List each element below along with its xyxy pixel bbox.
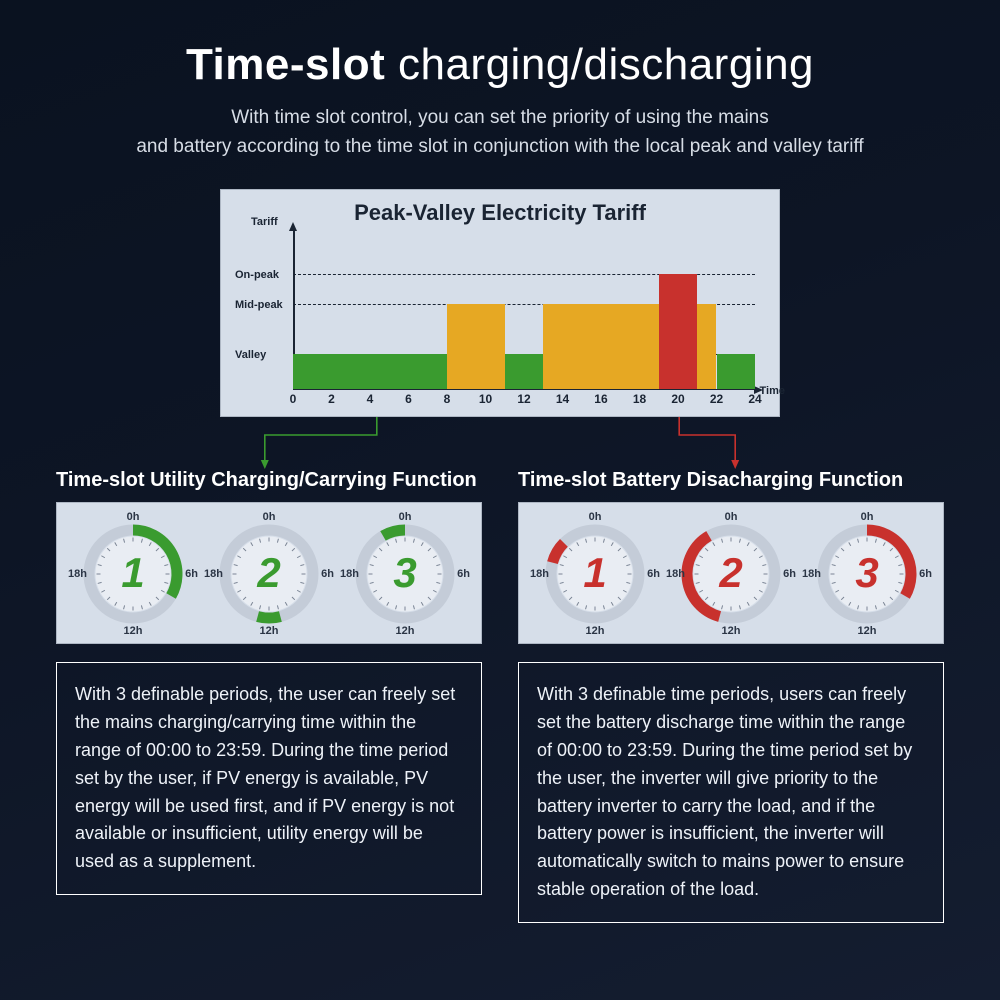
dial-hour-label: 0h	[861, 511, 874, 523]
tariff-bar	[659, 274, 697, 389]
dial-hour-label: 18h	[530, 568, 549, 580]
utility-section-title: Time-slot Utility Charging/Carrying Func…	[56, 469, 482, 492]
tariff-bar	[697, 304, 716, 389]
dial-hour-label: 12h	[124, 625, 143, 637]
battery-discharging-section: Time-slot Battery Disacharging Function …	[518, 469, 944, 923]
connector-line	[220, 417, 780, 469]
x-tick-label: 10	[479, 392, 492, 406]
dial-hour-label: 0h	[263, 511, 276, 523]
battery-dial-panel: 0h 6h 12h 18h 1 0h 6h 12h 18h 2 0h 6h 12h 18h 3	[518, 502, 944, 644]
time-dial: 0h 6h 12h 18h 3	[802, 513, 932, 635]
x-tick-label: 2	[328, 392, 335, 406]
dial-hour-label: 18h	[666, 568, 685, 580]
subtitle-line-1: With time slot control, you can set the …	[231, 107, 769, 128]
tariff-bar	[293, 354, 447, 389]
dial-number: 1	[121, 549, 144, 597]
x-axis-ticks: 024681012141618202224	[293, 390, 755, 408]
title-bold: Time-slot	[186, 40, 385, 89]
subtitle-line-2: and battery according to the time slot i…	[136, 136, 863, 157]
tariff-chart-panel: Peak-Valley Electricity Tariff Tariff Ti…	[220, 189, 780, 417]
time-dial: 0h 6h 12h 18h 3	[340, 513, 470, 635]
dial-hour-label: 6h	[783, 568, 796, 580]
page-title: Time-slot charging/discharging	[50, 40, 950, 90]
dial-hour-label: 6h	[185, 568, 198, 580]
dial-hour-label: 0h	[589, 511, 602, 523]
x-tick-label: 4	[367, 392, 374, 406]
battery-description: With 3 definable time periods, users can…	[518, 662, 944, 923]
x-tick-label: 16	[594, 392, 607, 406]
x-tick-label: 12	[517, 392, 530, 406]
dial-hour-label: 18h	[204, 568, 223, 580]
dial-hour-label: 12h	[260, 625, 279, 637]
dial-number: 3	[393, 549, 416, 597]
utility-charging-section: Time-slot Utility Charging/Carrying Func…	[56, 469, 482, 923]
x-axis-label: Time	[760, 385, 785, 397]
dial-hour-label: 12h	[396, 625, 415, 637]
y-axis-label: Tariff	[251, 216, 278, 228]
x-tick-label: 0	[290, 392, 297, 406]
time-dial: 0h 6h 12h 18h 1	[530, 513, 660, 635]
dial-hour-label: 18h	[340, 568, 359, 580]
dial-hour-label: 12h	[722, 625, 741, 637]
utility-dial-panel: 0h 6h 12h 18h 1 0h 6h 12h 18h 2 0h 6h 12h 18h 3	[56, 502, 482, 644]
y-tick-label: On-peak	[235, 269, 279, 281]
x-tick-label: 8	[444, 392, 451, 406]
dial-hour-label: 0h	[399, 511, 412, 523]
dial-hour-label: 12h	[586, 625, 605, 637]
tariff-bar	[505, 354, 543, 389]
dial-number: 2	[719, 549, 742, 597]
dial-hour-label: 6h	[919, 568, 932, 580]
time-dial: 0h 6h 12h 18h 2	[666, 513, 796, 635]
tariff-bar	[447, 304, 505, 389]
tariff-bar	[543, 304, 659, 389]
y-axis-arrow-icon	[289, 222, 297, 231]
dial-hour-label: 12h	[858, 625, 877, 637]
dial-hour-label: 0h	[725, 511, 738, 523]
dial-hour-label: 6h	[647, 568, 660, 580]
x-tick-label: 14	[556, 392, 569, 406]
time-dial: 0h 6h 12h 18h 1	[68, 513, 198, 635]
dial-number: 3	[855, 549, 878, 597]
battery-section-title: Time-slot Battery Disacharging Function	[518, 469, 944, 492]
x-tick-label: 6	[405, 392, 412, 406]
dial-hour-label: 6h	[457, 568, 470, 580]
utility-description: With 3 definable periods, the user can f…	[56, 662, 482, 895]
x-tick-label: 20	[671, 392, 684, 406]
page-subtitle: With time slot control, you can set the …	[50, 104, 950, 161]
x-tick-label: 18	[633, 392, 646, 406]
dial-hour-label: 0h	[127, 511, 140, 523]
dial-hour-label: 18h	[68, 568, 87, 580]
dial-number: 2	[257, 549, 280, 597]
y-tick-label: Mid-peak	[235, 299, 283, 311]
connector-lines	[220, 417, 780, 469]
chart-title: Peak-Valley Electricity Tariff	[235, 200, 765, 226]
time-dial: 0h 6h 12h 18h 2	[204, 513, 334, 635]
dial-hour-label: 18h	[802, 568, 821, 580]
dial-number: 1	[583, 549, 606, 597]
chart-plot-area: Tariff Time ValleyMid-peakOn-peak	[293, 230, 755, 390]
dial-hour-label: 6h	[321, 568, 334, 580]
tariff-bar	[717, 354, 755, 389]
y-tick-label: Valley	[235, 349, 266, 361]
title-rest: charging/discharging	[385, 40, 814, 89]
x-tick-label: 24	[748, 392, 761, 406]
x-tick-label: 22	[710, 392, 723, 406]
